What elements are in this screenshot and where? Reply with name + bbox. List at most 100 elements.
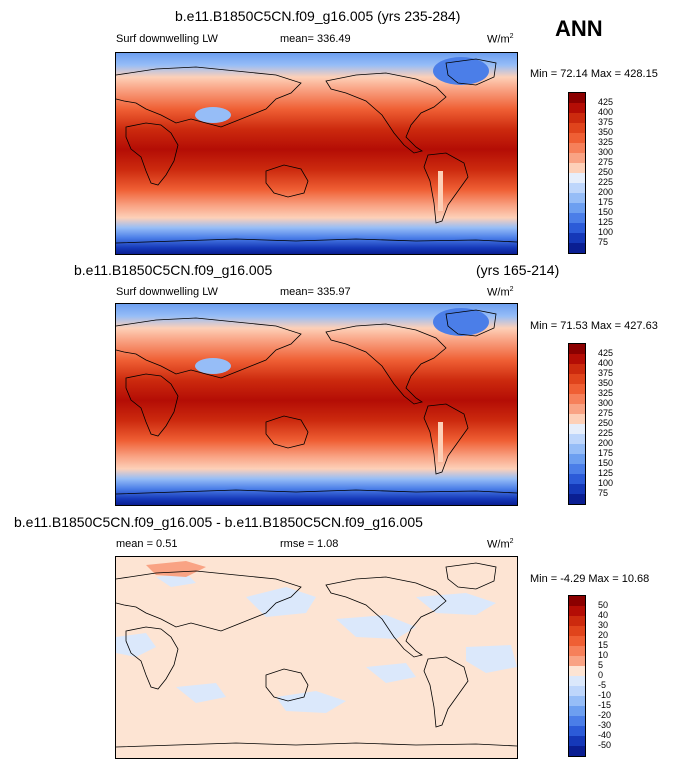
colorbar-swatch [569, 656, 585, 666]
colorbar-tick-label: -30 [598, 720, 612, 730]
panel2-colorbar-swatches [568, 343, 586, 505]
colorbar-tick-label: 150 [598, 458, 614, 468]
panel2-tibet-cold [195, 358, 231, 374]
colorbar-swatch [569, 93, 585, 103]
panel1-field [116, 53, 517, 254]
colorbar-tick-label: 250 [598, 167, 614, 177]
colorbar-swatch [569, 414, 585, 424]
colorbar-swatch [569, 676, 585, 686]
colorbar-tick-label: 50 [598, 600, 609, 610]
panel3-rmse: rmse = 1.08 [280, 538, 339, 550]
colorbar-tick-label: 75 [598, 488, 609, 498]
colorbar-tick-label: 275 [598, 157, 614, 167]
colorbar-swatch [569, 616, 585, 626]
colorbar-tick-label: 300 [598, 398, 614, 408]
colorbar-tick-label: 300 [598, 147, 614, 157]
colorbar-swatch [569, 464, 585, 474]
colorbar-tick-label: 200 [598, 438, 614, 448]
panel1-tibet-cold [195, 107, 231, 123]
panel2-title: b.e11.B1850C5CN.f09_g16.005 [74, 262, 273, 278]
colorbar-swatch [569, 233, 585, 243]
colorbar-swatch [569, 746, 585, 756]
colorbar-tick-label: -15 [598, 700, 612, 710]
colorbar-tick-label: 40 [598, 610, 609, 620]
colorbar-tick-label: 100 [598, 478, 614, 488]
panel3-field [116, 557, 517, 758]
colorbar-tick-label: 375 [598, 117, 614, 127]
colorbar-tick-label: 150 [598, 207, 614, 217]
panel2-variable: Surf downwelling LW [116, 286, 218, 298]
colorbar-swatch [569, 173, 585, 183]
colorbar-tick-label: 250 [598, 418, 614, 428]
panel3-minmax: Min = -4.29 Max = 10.68 [530, 573, 650, 585]
panel1-minmax: Min = 72.14 Max = 428.15 [530, 68, 658, 80]
colorbar-swatch [569, 596, 585, 606]
colorbar-tick-label: 125 [598, 217, 614, 227]
colorbar-swatch [569, 143, 585, 153]
colorbar-swatch [569, 354, 585, 364]
colorbar-swatch [569, 726, 585, 736]
colorbar-swatch [569, 203, 585, 213]
colorbar-tick-label: 75 [598, 237, 609, 247]
colorbar-swatch [569, 626, 585, 636]
panel3-colorbar-swatches [568, 595, 586, 757]
colorbar-tick-label: 325 [598, 137, 614, 147]
panel1-andes [438, 171, 443, 211]
colorbar-tick-label: 400 [598, 107, 614, 117]
panel2-andes [438, 422, 443, 462]
colorbar-tick-label: -10 [598, 690, 612, 700]
colorbar-tick-label: 425 [598, 348, 614, 358]
colorbar-swatch [569, 133, 585, 143]
panel2-colorbar: 425 400 375 350 325 300 275 250 225 200 175 150 125 1… [568, 343, 613, 505]
colorbar-tick-label: 175 [598, 448, 614, 458]
colorbar-swatch [569, 484, 585, 494]
colorbar-swatch [569, 706, 585, 716]
colorbar-tick-label: 350 [598, 127, 614, 137]
colorbar-tick-label: 400 [598, 358, 614, 368]
colorbar-tick-label: 125 [598, 468, 614, 478]
colorbar-tick-label: 350 [598, 378, 614, 388]
colorbar-swatch [569, 394, 585, 404]
colorbar-swatch [569, 163, 585, 173]
panel3-mean: mean = 0.51 [116, 538, 178, 550]
panel1-mean: mean= 336.49 [280, 33, 351, 45]
colorbar-swatch [569, 223, 585, 233]
colorbar-swatch [569, 454, 585, 464]
colorbar-swatch [569, 494, 585, 504]
colorbar-swatch [569, 243, 585, 253]
panel3-units: W/m2 [487, 538, 514, 551]
colorbar-swatch [569, 606, 585, 616]
panel3-map [115, 556, 518, 759]
colorbar-swatch [569, 716, 585, 726]
colorbar-tick-label: 175 [598, 197, 614, 207]
colorbar-swatch [569, 444, 585, 454]
colorbar-swatch [569, 103, 585, 113]
colorbar-swatch [569, 364, 585, 374]
panel1-units: W/m2 [487, 33, 514, 46]
colorbar-swatch [569, 384, 585, 394]
colorbar-swatch [569, 344, 585, 354]
colorbar-tick-label: 100 [598, 227, 614, 237]
panel2-field [116, 304, 517, 505]
colorbar-tick-label: 20 [598, 630, 609, 640]
season-label: ANN [555, 16, 603, 41]
colorbar-tick-label: 30 [598, 620, 609, 630]
colorbar-swatch [569, 153, 585, 163]
panel1-variable: Surf downwelling LW [116, 33, 218, 45]
colorbar-swatch [569, 646, 585, 656]
colorbar-tick-label: 200 [598, 187, 614, 197]
colorbar-tick-label: -20 [598, 710, 612, 720]
colorbar-swatch [569, 666, 585, 676]
colorbar-swatch [569, 123, 585, 133]
colorbar-tick-label: 0 [598, 670, 604, 680]
colorbar-tick-label: -40 [598, 730, 612, 740]
colorbar-tick-label: 325 [598, 388, 614, 398]
panel1-map [115, 52, 518, 255]
colorbar-tick-label: 225 [598, 177, 614, 187]
colorbar-tick-label: -50 [598, 740, 612, 750]
colorbar-swatch [569, 374, 585, 384]
colorbar-tick-label: -5 [598, 680, 607, 690]
panel1-colorbar-swatches [568, 92, 586, 254]
colorbar-swatch [569, 183, 585, 193]
colorbar-swatch [569, 474, 585, 484]
